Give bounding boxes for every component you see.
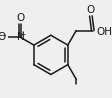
Text: O: O [16,13,24,23]
Text: −: − [0,30,5,39]
Text: O: O [86,5,94,15]
Text: N: N [17,32,24,42]
Text: OH: OH [96,27,112,37]
Text: O: O [0,32,6,42]
Text: +: + [19,30,25,39]
